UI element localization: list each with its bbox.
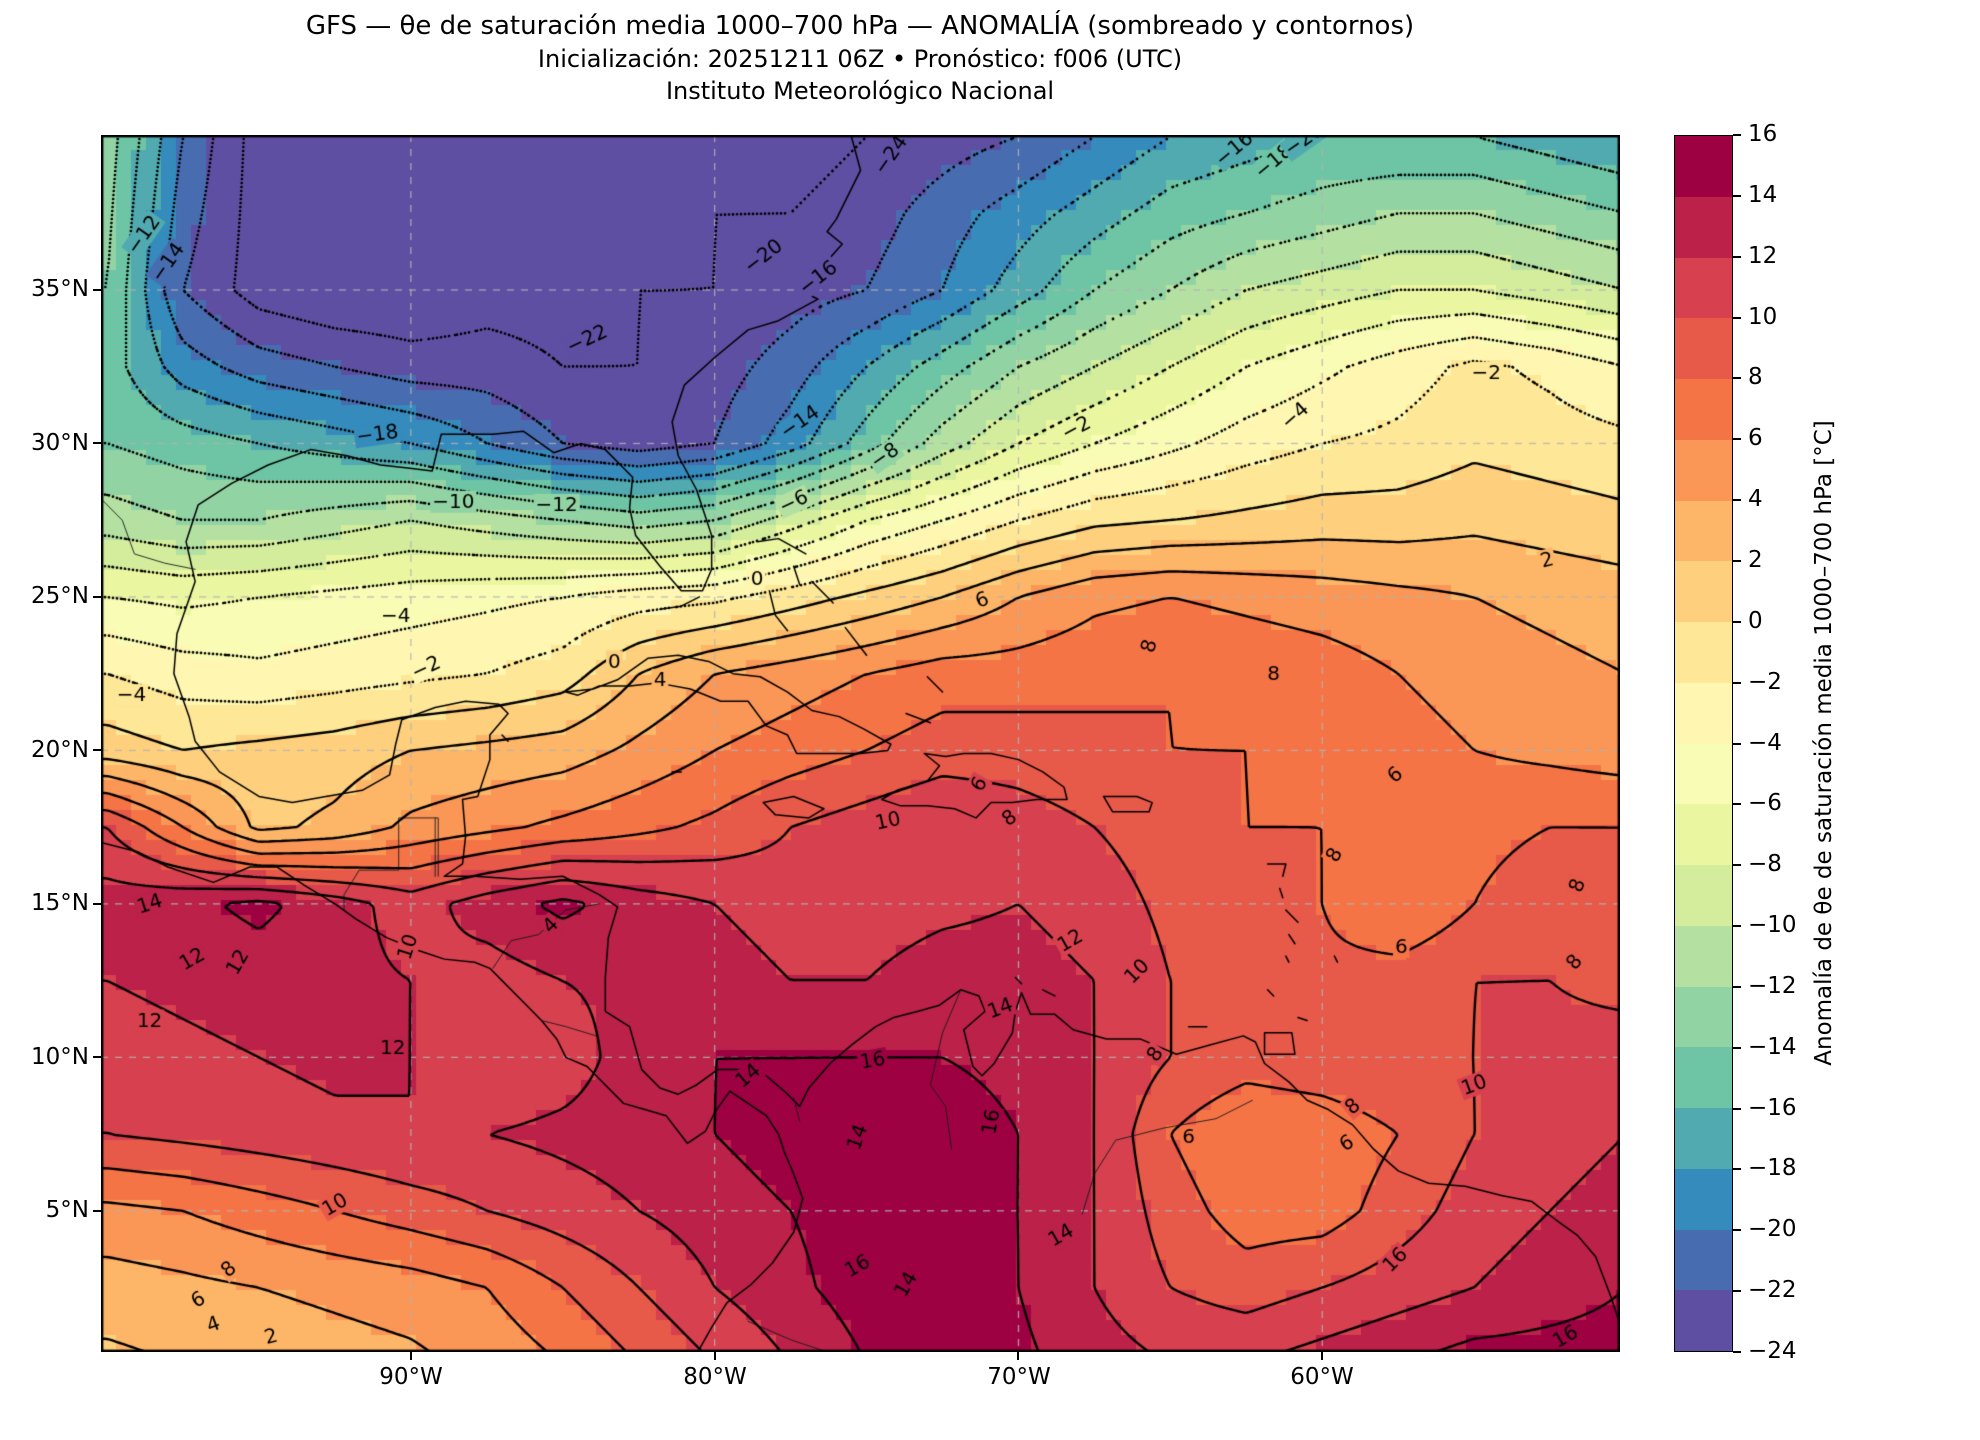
colorbar-tick-label: −12 xyxy=(1748,972,1797,999)
colorbar-segment xyxy=(1675,1108,1732,1169)
colorbar-tick-mark xyxy=(1733,681,1741,684)
colorbar-segment xyxy=(1675,196,1732,258)
colorbar-tick-mark xyxy=(1733,925,1741,928)
colorbar-segment xyxy=(1675,743,1732,805)
colorbar-tick-label: −20 xyxy=(1748,1216,1797,1243)
colorbar-tick-label: −4 xyxy=(1748,729,1782,756)
colorbar-tick-mark xyxy=(1733,620,1741,623)
colorbar-segment xyxy=(1675,439,1732,501)
y-tick-label-20n: 20°N xyxy=(31,737,89,763)
colorbar-tick-mark xyxy=(1733,255,1741,258)
colorbar-tick-label: 14 xyxy=(1748,181,1778,208)
colorbar-tick-label: −10 xyxy=(1748,912,1797,939)
colorbar-tick-label: −14 xyxy=(1748,1033,1797,1060)
colorbar-tick-mark xyxy=(1733,316,1741,319)
colorbar-segment xyxy=(1675,561,1732,622)
colorbar-segment xyxy=(1675,804,1732,865)
colorbar-tick-label: −24 xyxy=(1748,1338,1797,1364)
colorbar-tick-label: 6 xyxy=(1748,425,1763,452)
colorbar-tick-mark xyxy=(1733,1107,1741,1110)
y-tick-label-35n: 35°N xyxy=(31,276,89,302)
y-tick-mark xyxy=(93,1056,101,1059)
map-axes xyxy=(101,135,1620,1352)
colorbar xyxy=(1674,135,1733,1352)
colorbar-tick-mark xyxy=(1733,194,1741,197)
colorbar-tick-mark xyxy=(1733,1168,1741,1171)
y-tick-mark xyxy=(93,442,101,445)
colorbar-tick-mark xyxy=(1733,559,1741,562)
colorbar-label: Anomalía de θe de saturación media 1000–… xyxy=(1811,420,1837,1066)
colorbar-tick-label: 8 xyxy=(1748,364,1763,391)
y-tick-mark xyxy=(93,902,101,905)
colorbar-tick-mark xyxy=(1733,134,1741,136)
colorbar-segment xyxy=(1675,682,1732,744)
colorbar-tick-label: −6 xyxy=(1748,790,1782,817)
colorbar-tick-label: −16 xyxy=(1748,1094,1797,1121)
colorbar-tick-label: −22 xyxy=(1748,1277,1797,1304)
colorbar-tick-label: 10 xyxy=(1748,303,1778,330)
y-tick-label-30n: 30°N xyxy=(31,430,89,456)
plot-title: GFS — θe de saturación media 1000–700 hP… xyxy=(305,11,1415,41)
colorbar-segment xyxy=(1675,986,1732,1048)
y-tick-label-10n: 10°N xyxy=(31,1044,89,1070)
colorbar-tick-mark xyxy=(1733,1351,1741,1353)
x-tick-label-60w: 60°W xyxy=(1290,1364,1354,1390)
colorbar-tick-label: −2 xyxy=(1748,668,1782,695)
y-tick-mark xyxy=(93,1209,101,1212)
colorbar-segment xyxy=(1675,318,1732,379)
colorbar-tick-label: 4 xyxy=(1748,486,1763,513)
x-tick-mark xyxy=(1017,1352,1020,1360)
anomaly-map-canvas xyxy=(101,135,1620,1352)
colorbar-segment xyxy=(1675,865,1732,926)
colorbar-segment xyxy=(1675,500,1732,562)
colorbar-tick-label: 2 xyxy=(1748,546,1763,573)
colorbar-tick-mark xyxy=(1733,864,1741,867)
colorbar-segment xyxy=(1675,1290,1732,1351)
y-tick-label-25n: 25°N xyxy=(31,583,89,609)
x-tick-mark xyxy=(409,1352,412,1360)
y-tick-label-15n: 15°N xyxy=(31,890,89,916)
x-tick-label-90w: 90°W xyxy=(379,1364,443,1390)
colorbar-tick-mark xyxy=(1733,1229,1741,1232)
colorbar-segment xyxy=(1675,1229,1732,1291)
colorbar-tick-label: −8 xyxy=(1748,851,1782,878)
colorbar-tick-label: 0 xyxy=(1748,607,1763,634)
title-block: GFS — θe de saturación media 1000–700 hP… xyxy=(0,10,1720,107)
colorbar-segment xyxy=(1675,136,1732,197)
colorbar-tick-mark xyxy=(1733,1046,1741,1049)
x-tick-mark xyxy=(1321,1352,1324,1360)
colorbar-tick-mark xyxy=(1733,438,1741,441)
colorbar-segment xyxy=(1675,925,1732,987)
colorbar-tick-label: 16 xyxy=(1748,121,1778,147)
y-tick-mark xyxy=(93,749,101,752)
colorbar-tick-label: 12 xyxy=(1748,242,1778,269)
colorbar-tick-mark xyxy=(1733,985,1741,988)
colorbar-tick-mark xyxy=(1733,499,1741,502)
colorbar-tick-label: −18 xyxy=(1748,1155,1797,1182)
colorbar-segment xyxy=(1675,379,1732,440)
x-tick-label-80w: 80°W xyxy=(683,1364,747,1390)
y-tick-label-5n: 5°N xyxy=(45,1197,89,1223)
colorbar-segment xyxy=(1675,1168,1732,1230)
colorbar-tick-mark xyxy=(1733,742,1741,745)
y-tick-mark xyxy=(93,595,101,598)
y-tick-mark xyxy=(93,289,101,291)
x-tick-mark xyxy=(713,1352,716,1360)
x-tick-label-70w: 70°W xyxy=(987,1364,1051,1390)
plot-subtitle: Inicialización: 20251211 06Z • Pronóstic… xyxy=(537,45,1183,73)
colorbar-segment xyxy=(1675,257,1732,319)
colorbar-tick-mark xyxy=(1733,1290,1741,1293)
colorbar-segment xyxy=(1675,1047,1732,1108)
colorbar-segment xyxy=(1675,622,1732,683)
plot-institution: Instituto Meteorológico Nacional xyxy=(665,77,1055,105)
colorbar-tick-mark xyxy=(1733,377,1741,380)
colorbar-tick-mark xyxy=(1733,803,1741,806)
